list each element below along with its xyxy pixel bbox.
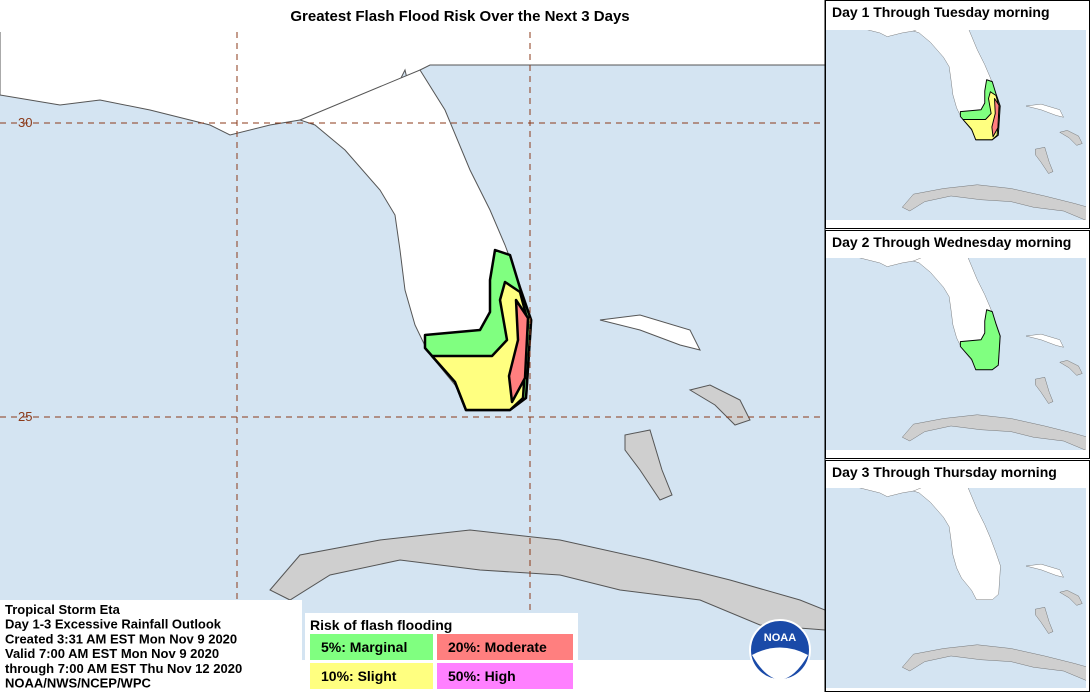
info-line: Tropical Storm Eta	[5, 602, 121, 617]
panel-3: Day 3 Through Thursday morning	[825, 460, 1090, 692]
info-line: Valid 7:00 AM EST Mon Nov 9 2020	[5, 646, 219, 661]
info-line: NOAA/NWS/NCEP/WPC	[5, 676, 152, 691]
info-line: Created 3:31 AM EST Mon Nov 9 2020	[5, 631, 237, 646]
map-title: Greatest Flash Flood Risk Over the Next …	[290, 8, 629, 25]
legend-swatch	[310, 663, 433, 689]
legend-title: Risk of flash flooding	[310, 617, 452, 633]
panel-title: Day 1 Through Tuesday morning	[832, 4, 1050, 20]
legend-swatch	[310, 634, 433, 660]
legend-label: 50%: High	[448, 668, 516, 684]
panel-2: Day 2 Through Wednesday morning	[825, 230, 1090, 459]
legend-label: 10%: Slight	[321, 668, 397, 684]
panel-title: Day 2 Through Wednesday morning	[832, 234, 1071, 250]
main-map	[0, 32, 825, 660]
panel-1: Day 1 Through Tuesday morning	[825, 0, 1090, 229]
legend-swatch	[437, 663, 573, 689]
info-box	[0, 600, 302, 692]
legend: 5%: Marginal 20%: Moderate 10%: Slight 50%:…	[310, 634, 573, 689]
latitude-label: 30	[18, 115, 32, 130]
info-line: through 7:00 AM EST Thu Nov 12 2020	[5, 661, 242, 676]
latitude-label: 25	[18, 409, 32, 424]
legend-label: 20%: Moderate	[448, 639, 547, 655]
panel-title: Day 3 Through Thursday morning	[832, 464, 1057, 480]
legend-swatch	[437, 634, 573, 660]
legend-label: 5%: Marginal	[321, 639, 407, 655]
info-line: Day 1-3 Excessive Rainfall Outlook	[5, 617, 222, 632]
logo-text: NOAA	[764, 632, 796, 644]
